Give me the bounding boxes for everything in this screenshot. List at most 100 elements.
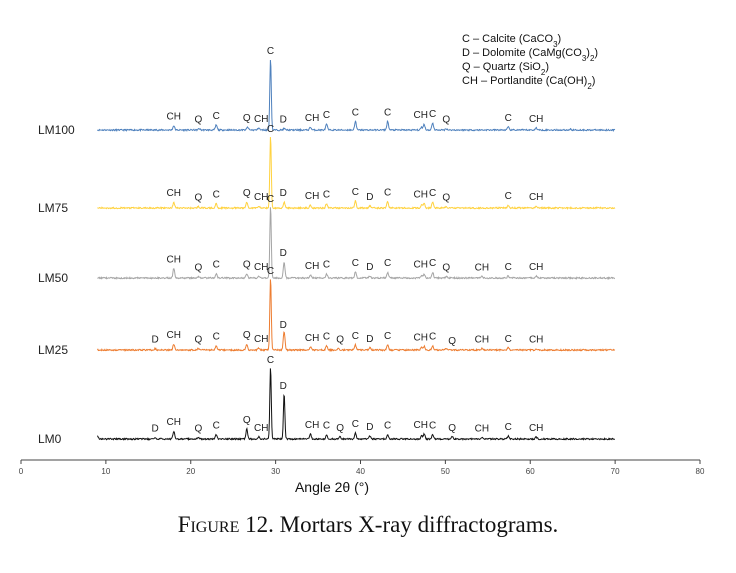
phase-label: CH — [167, 330, 181, 341]
phase-label: CH — [254, 192, 268, 203]
phase-label: CH — [529, 192, 543, 203]
xrd-chart: 0 10 20 30 40 50 60 70 80 LM100 CH Q C Q CH C D CH C C C CH C… — [19, 33, 705, 495]
phase-label: C — [384, 107, 391, 118]
phase-label: Q — [243, 330, 251, 341]
phase-label: D — [366, 192, 373, 203]
phase-label: C — [323, 190, 330, 201]
phase-label: CH — [167, 188, 181, 199]
phase-label: C — [352, 107, 359, 118]
series-name-label: LM0 — [38, 432, 62, 446]
phase-label: C — [505, 113, 512, 124]
x-tick-label: 60 — [526, 467, 535, 476]
phase-label: C — [213, 111, 220, 122]
series-name-label: LM75 — [38, 201, 68, 215]
phase-label: Q — [448, 336, 456, 347]
phase-label: C — [213, 421, 220, 432]
x-axis: 0 10 20 30 40 50 60 70 80 — [19, 459, 705, 476]
phase-label: C — [505, 422, 512, 433]
phase-label: C — [323, 110, 330, 121]
diffractogram-line — [96, 368, 615, 441]
x-tick-label: 50 — [441, 467, 450, 476]
phase-label: C — [267, 124, 274, 135]
x-tick-label: 40 — [356, 467, 365, 476]
x-tick-label: 0 — [19, 467, 24, 476]
x-tick-label: 80 — [696, 467, 705, 476]
phase-label: D — [280, 188, 287, 199]
x-tick-label: 10 — [101, 467, 110, 476]
phase-label: D — [151, 335, 158, 346]
diffractogram-line — [96, 279, 616, 353]
phase-label: Q — [194, 335, 202, 346]
phase-label: CH — [529, 423, 543, 434]
phase-label: C — [384, 331, 391, 342]
legend-entry: D – Dolomite (CaMg(CO3)2) — [462, 47, 598, 63]
phase-label: C — [267, 355, 274, 366]
phase-label: D — [280, 320, 287, 331]
phase-label: C — [505, 191, 512, 202]
phase-label: Q — [243, 113, 251, 124]
phase-label: Q — [442, 263, 450, 274]
phase-label: D — [366, 422, 373, 433]
x-tick-label: 70 — [611, 467, 620, 476]
phase-label: Q — [442, 193, 450, 204]
series-name-label: LM50 — [38, 271, 68, 285]
phase-label: CH — [414, 260, 428, 271]
phase-label: C — [323, 332, 330, 343]
phase-label: D — [280, 248, 287, 259]
series-name-label: LM100 — [38, 123, 75, 137]
phase-label: C — [267, 46, 274, 57]
phase-label: CH — [254, 114, 268, 125]
phase-label: Q — [336, 335, 344, 346]
legend-entry: Q – Quartz (SiO2) — [462, 61, 549, 77]
phase-label: C — [429, 258, 436, 269]
phase-label: CH — [305, 191, 319, 202]
phase-label: CH — [254, 334, 268, 345]
phase-label: Q — [442, 115, 450, 126]
figure-caption: Figure 12. Mortars X-ray diffractograms. — [0, 512, 736, 538]
phase-label: Q — [336, 423, 344, 434]
phase-label: C — [429, 109, 436, 120]
caption-lead: Figure 12. — [177, 512, 274, 537]
phase-label: C — [352, 419, 359, 430]
legend: C – Calcite (CaCO3)D – Dolomite (CaMg(CO… — [462, 33, 598, 91]
phase-label: CH — [167, 417, 181, 428]
phase-label: CH — [254, 262, 268, 273]
phase-label: D — [280, 381, 287, 392]
phase-label: C — [352, 331, 359, 342]
legend-entry: C – Calcite (CaCO3) — [462, 33, 561, 49]
x-tick-label: 20 — [186, 467, 195, 476]
phase-label: CH — [305, 420, 319, 431]
phase-label: CH — [529, 114, 543, 125]
phase-label: Q — [243, 260, 251, 271]
diffractogram-line — [97, 59, 616, 133]
phase-label: CH — [305, 333, 319, 344]
phase-label: C — [352, 258, 359, 269]
phase-label: D — [151, 424, 158, 435]
phase-label: C — [384, 421, 391, 432]
phase-label: D — [280, 115, 287, 126]
diffractogram-line — [97, 207, 615, 280]
phase-label: Q — [194, 193, 202, 204]
phase-label: C — [429, 332, 436, 343]
phase-label: C — [429, 188, 436, 199]
phase-label: CH — [529, 262, 543, 273]
phase-label: CH — [414, 332, 428, 343]
phase-label: CH — [475, 424, 489, 435]
phase-label: C — [267, 266, 274, 277]
x-axis-label: Angle 2θ (°) — [295, 479, 369, 495]
phase-label: CH — [167, 255, 181, 266]
phase-label: Q — [243, 188, 251, 199]
diffractogram-line — [97, 136, 616, 211]
phase-label: CH — [254, 423, 268, 434]
phase-label: CH — [305, 113, 319, 124]
phase-label: C — [323, 421, 330, 432]
legend-entry: CH – Portlandite (Ca(OH)2) — [462, 75, 595, 91]
phase-label: CH — [529, 335, 543, 346]
phase-label: CH — [305, 261, 319, 272]
